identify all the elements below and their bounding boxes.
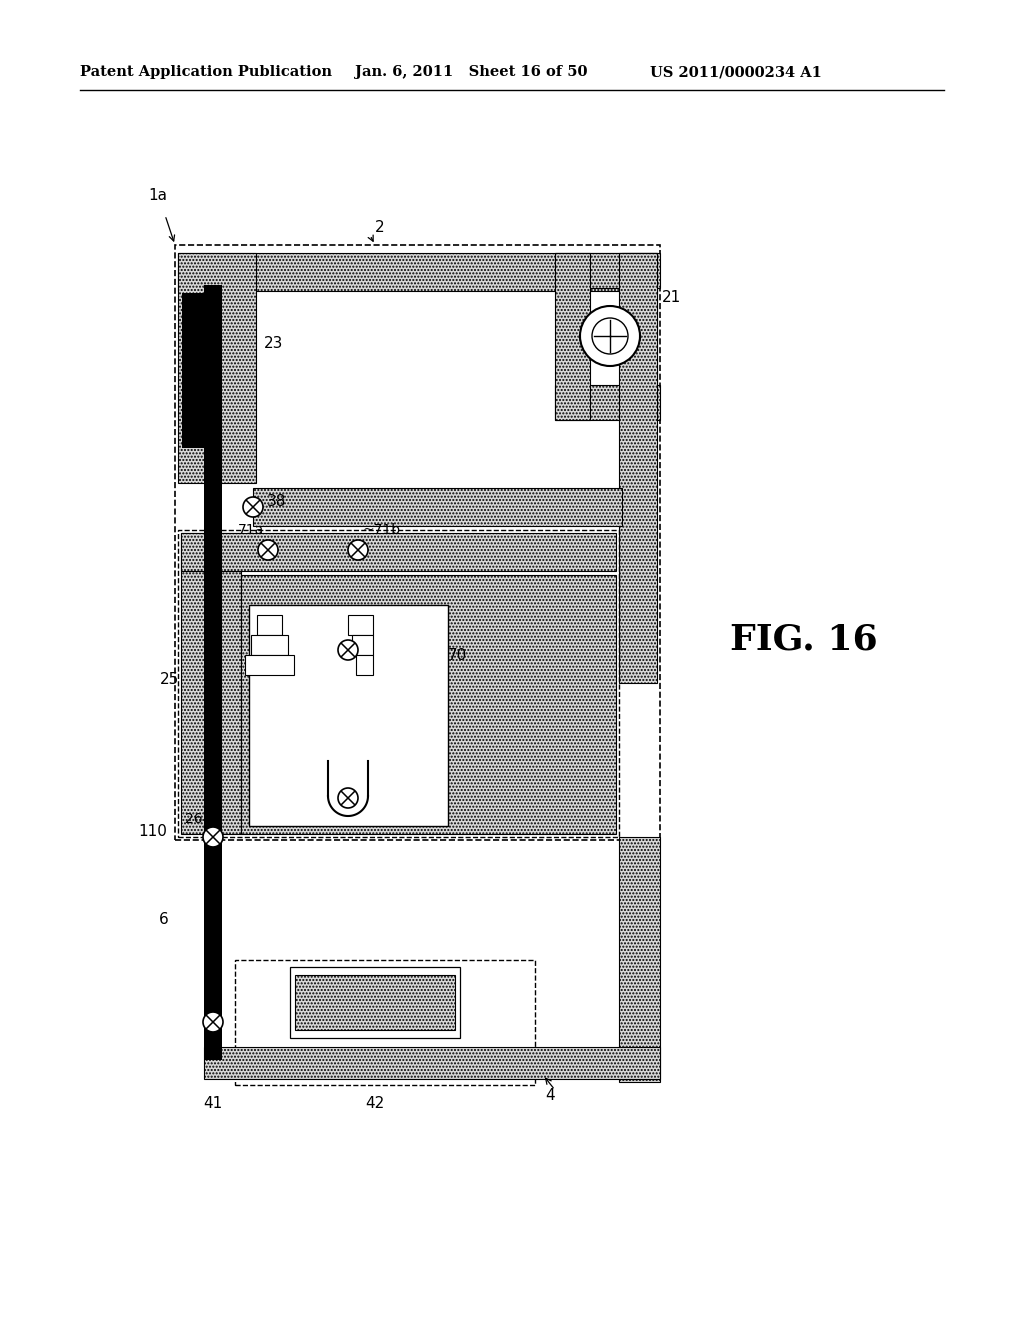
Circle shape bbox=[203, 1012, 223, 1032]
Text: 71a: 71a bbox=[238, 523, 264, 537]
Bar bbox=[352, 635, 373, 655]
Bar bbox=[204, 285, 222, 1060]
Bar bbox=[555, 385, 660, 420]
Bar bbox=[249, 605, 449, 826]
Bar bbox=[178, 531, 618, 837]
Text: FIG. 16: FIG. 16 bbox=[730, 623, 878, 657]
Text: 25: 25 bbox=[160, 672, 179, 688]
Bar bbox=[182, 293, 220, 447]
Text: 4: 4 bbox=[545, 1088, 555, 1102]
Text: Patent Application Publication: Patent Application Publication bbox=[80, 65, 332, 79]
Bar bbox=[555, 253, 660, 288]
Text: 110: 110 bbox=[138, 825, 167, 840]
Bar bbox=[618, 837, 660, 1082]
Bar bbox=[178, 253, 256, 483]
Bar bbox=[618, 253, 657, 682]
Text: 41: 41 bbox=[203, 1096, 222, 1110]
Text: 23: 23 bbox=[264, 335, 284, 351]
Bar bbox=[348, 615, 373, 635]
Circle shape bbox=[203, 828, 223, 847]
Text: Jan. 6, 2011   Sheet 16 of 50: Jan. 6, 2011 Sheet 16 of 50 bbox=[355, 65, 588, 79]
Text: 42: 42 bbox=[365, 1096, 384, 1110]
Bar bbox=[234, 960, 535, 1085]
Bar bbox=[290, 968, 460, 1038]
Bar bbox=[356, 655, 373, 675]
Bar bbox=[253, 488, 622, 525]
Circle shape bbox=[243, 498, 263, 517]
Bar bbox=[257, 615, 282, 635]
Circle shape bbox=[580, 306, 640, 366]
Bar bbox=[181, 533, 241, 834]
Bar bbox=[295, 975, 455, 1030]
Text: 72: 72 bbox=[353, 628, 371, 642]
Text: 70: 70 bbox=[449, 648, 467, 663]
Text: 6: 6 bbox=[159, 912, 169, 928]
Bar bbox=[245, 655, 294, 675]
Circle shape bbox=[338, 640, 358, 660]
Text: ~71b: ~71b bbox=[362, 523, 401, 537]
Text: 21: 21 bbox=[662, 290, 681, 305]
Circle shape bbox=[592, 318, 628, 354]
Text: 38: 38 bbox=[267, 495, 287, 510]
Text: 26: 26 bbox=[185, 812, 203, 826]
Bar bbox=[555, 253, 590, 420]
Text: 62: 62 bbox=[362, 801, 380, 814]
Circle shape bbox=[338, 788, 358, 808]
Bar bbox=[181, 533, 616, 572]
Bar bbox=[178, 253, 657, 290]
Bar bbox=[251, 635, 288, 655]
Bar bbox=[622, 253, 657, 420]
Text: 1a: 1a bbox=[148, 187, 167, 202]
Bar bbox=[241, 576, 616, 834]
Bar bbox=[204, 1047, 660, 1078]
Bar bbox=[175, 246, 660, 840]
Circle shape bbox=[258, 540, 278, 560]
Text: 2: 2 bbox=[375, 220, 385, 235]
Text: US 2011/0000234 A1: US 2011/0000234 A1 bbox=[650, 65, 822, 79]
Circle shape bbox=[348, 540, 368, 560]
